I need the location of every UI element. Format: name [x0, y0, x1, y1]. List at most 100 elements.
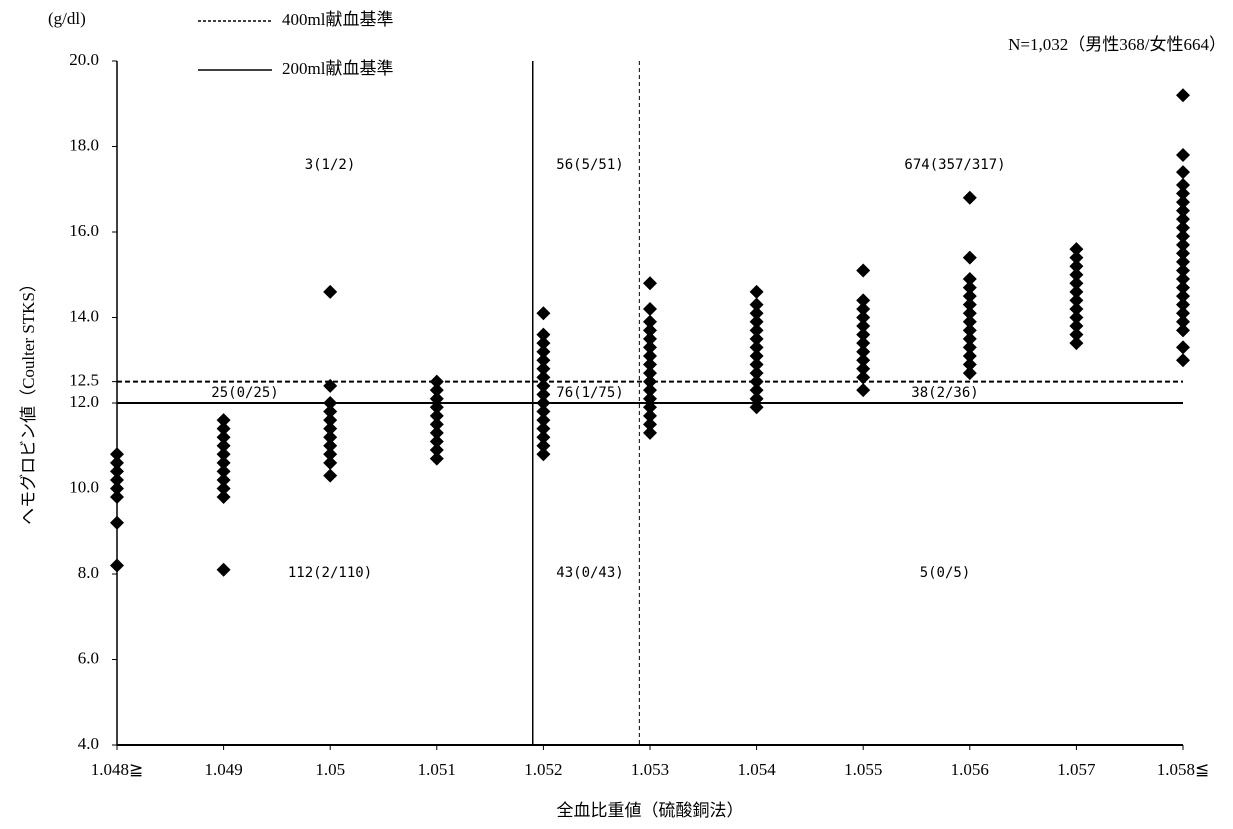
x-tick-label: 1.058≦	[1157, 760, 1210, 779]
data-point	[749, 284, 764, 299]
data-point	[962, 250, 977, 265]
annotation: 76(1/75)	[556, 385, 623, 401]
data-point	[643, 383, 657, 398]
data-point	[323, 413, 338, 428]
data-point	[429, 374, 444, 389]
data-point	[323, 421, 338, 436]
data-point	[536, 361, 551, 376]
data-point	[536, 327, 551, 342]
data-point	[323, 284, 338, 299]
data-point	[536, 353, 551, 368]
data-point	[216, 447, 231, 462]
x-tick-label: 1.05	[315, 760, 345, 779]
data-point	[110, 481, 124, 496]
y-tick-label: 12.0	[69, 392, 99, 411]
unit-label: (g/dl)	[48, 9, 86, 28]
data-point	[749, 340, 764, 355]
data-point	[749, 383, 764, 398]
data-point	[643, 374, 657, 389]
data-point	[749, 357, 764, 372]
y-tick-label: 6.0	[78, 648, 99, 667]
data-point	[643, 425, 657, 440]
x-tick-label: 1.051	[418, 760, 456, 779]
data-point	[1069, 319, 1084, 334]
legend-label: 200ml献血基準	[282, 59, 393, 78]
data-point	[323, 455, 338, 470]
annotation: 674(357/317)	[904, 157, 1005, 173]
data-point	[323, 468, 338, 483]
data-point	[536, 344, 551, 359]
data-point	[962, 272, 977, 287]
legend-label: 400ml献血基準	[282, 10, 393, 29]
data-point	[749, 323, 764, 338]
data-point	[643, 348, 657, 363]
data-point	[216, 421, 231, 436]
x-tick-label: 1.049	[204, 760, 242, 779]
data-point	[429, 408, 444, 423]
data-point	[429, 391, 444, 406]
data-point	[323, 430, 338, 445]
data-point	[216, 438, 231, 453]
data-point	[216, 490, 231, 505]
data-point	[1176, 280, 1190, 295]
data-point	[962, 190, 977, 205]
data-point	[536, 370, 551, 385]
data-point	[536, 336, 551, 351]
data-point	[216, 430, 231, 445]
y-tick-label: 14.0	[69, 306, 99, 325]
data-point	[1069, 327, 1084, 342]
data-point	[1069, 242, 1084, 257]
data-point	[1176, 237, 1190, 252]
data-point	[1069, 250, 1084, 265]
data-point	[429, 443, 444, 458]
data-point	[216, 472, 231, 487]
data-point	[643, 276, 657, 291]
data-point	[749, 314, 764, 329]
annotation: 3(1/2)	[305, 157, 356, 173]
data-point	[536, 421, 551, 436]
data-point	[216, 562, 231, 577]
data-point	[536, 306, 551, 321]
data-point	[110, 455, 124, 470]
data-point	[1176, 314, 1190, 329]
data-point	[1176, 186, 1190, 201]
data-point	[536, 387, 551, 402]
data-point	[536, 438, 551, 453]
data-point	[962, 297, 977, 312]
data-point	[856, 310, 871, 325]
annotation: 112(2/110)	[288, 565, 372, 581]
data-point	[536, 396, 551, 410]
data-point	[1069, 267, 1084, 282]
data-point	[323, 396, 338, 410]
data-point	[856, 383, 871, 398]
data-point	[856, 301, 871, 316]
data-point	[962, 280, 977, 295]
data-point	[856, 327, 871, 342]
data-point	[216, 455, 231, 470]
data-point	[110, 558, 124, 573]
annotation: 25(0/25)	[211, 385, 278, 401]
x-tick-label: 1.048≧	[91, 760, 144, 779]
data-point	[749, 374, 764, 389]
data-point	[1176, 229, 1190, 244]
data-point	[323, 438, 338, 453]
data-point	[1176, 177, 1190, 192]
data-point	[1069, 259, 1084, 274]
data-point	[323, 378, 338, 393]
annotation: 5(0/5)	[920, 565, 971, 581]
data-point	[1176, 353, 1190, 368]
data-point	[856, 336, 871, 351]
y-tick-label: 20.0	[69, 50, 99, 69]
data-point	[216, 464, 231, 479]
data-point	[643, 301, 657, 316]
data-point	[1176, 272, 1190, 287]
data-point	[643, 323, 657, 338]
data-point	[1069, 276, 1084, 291]
data-point	[643, 391, 657, 406]
data-point	[1176, 254, 1190, 269]
data-point	[1176, 297, 1190, 312]
data-point	[643, 417, 657, 432]
data-point	[749, 306, 764, 321]
data-point	[643, 314, 657, 329]
data-point	[536, 378, 551, 393]
